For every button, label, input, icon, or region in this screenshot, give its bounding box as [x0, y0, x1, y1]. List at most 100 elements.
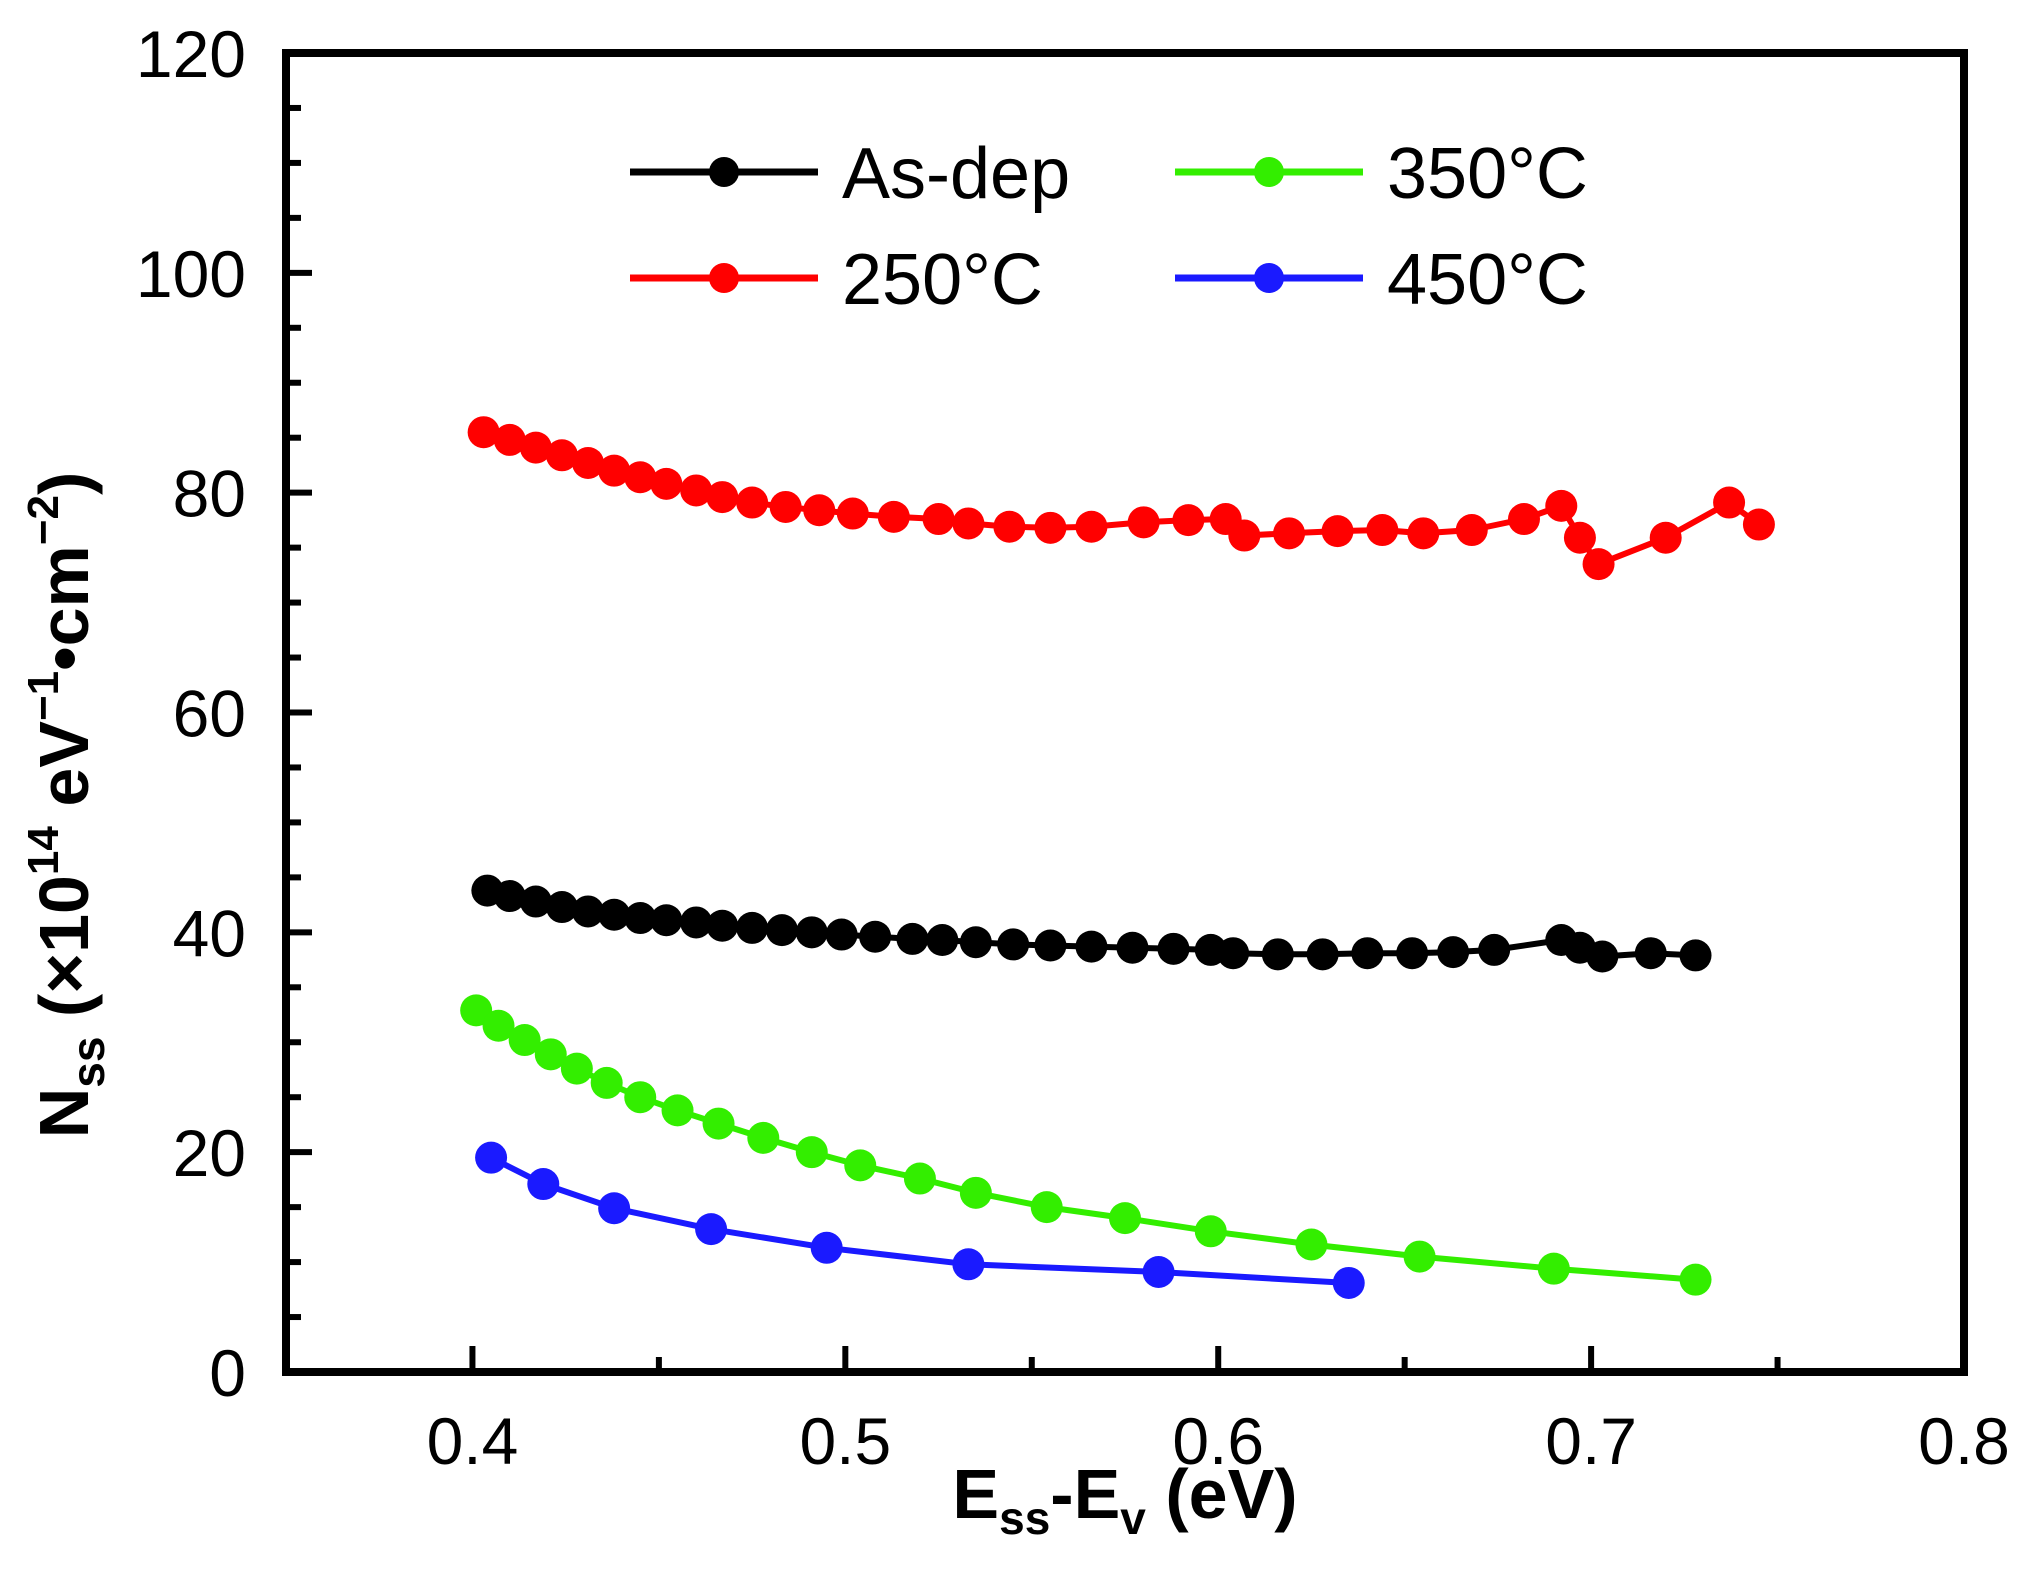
data-point: [1075, 510, 1108, 543]
data-point: [508, 1024, 541, 1057]
data-point: [795, 1136, 828, 1169]
data-point: [922, 503, 955, 536]
y-tick-label: 60: [173, 677, 246, 751]
data-point: [1396, 937, 1429, 970]
x-tick-label: 0.7: [1545, 1404, 1637, 1478]
data-point: [624, 902, 657, 935]
data-point: [1034, 929, 1067, 962]
x-axis-title: Ess-Ev (eV): [952, 1455, 1297, 1544]
data-point: [1507, 503, 1540, 536]
data-point: [1586, 940, 1619, 973]
y-tick-label: 40: [173, 896, 246, 970]
data-point: [560, 1052, 593, 1085]
data-point: [997, 928, 1030, 961]
data-point: [825, 918, 858, 951]
data-point: [1351, 937, 1384, 970]
y-tick-label: 80: [173, 457, 246, 531]
data-point: [1116, 931, 1149, 964]
data-point: [1407, 517, 1440, 550]
data-series: [460, 416, 1775, 1299]
data-point: [493, 880, 526, 913]
legend-marker-450c: [1254, 263, 1284, 293]
data-point: [1563, 521, 1596, 554]
data-point: [836, 497, 869, 530]
data-point: [1172, 504, 1205, 537]
data-point: [1109, 1202, 1141, 1235]
data-point: [572, 446, 605, 479]
x-tick-label: 0.4: [427, 1404, 519, 1478]
data-point: [519, 885, 552, 918]
x-tick-label: 0.6: [1172, 1404, 1264, 1478]
series-1: [467, 416, 1775, 581]
legend-marker-250c: [709, 263, 739, 293]
data-point: [1332, 1266, 1365, 1299]
data-point: [661, 1094, 694, 1127]
data-point: [460, 994, 493, 1027]
data-point: [959, 1176, 992, 1209]
data-point: [1217, 937, 1250, 970]
data-point: [993, 510, 1026, 543]
data-point: [1273, 517, 1306, 550]
data-point: [650, 904, 683, 937]
y-tick-label: 120: [136, 17, 246, 91]
data-point: [527, 1168, 560, 1201]
data-point: [952, 1248, 985, 1281]
data-point: [706, 481, 739, 514]
data-point: [493, 423, 526, 456]
data-point: [519, 431, 552, 464]
data-point: [1713, 486, 1746, 519]
data-point: [545, 439, 578, 472]
legend-label-350c: 350°C: [1387, 134, 1588, 214]
x-tick-label: 0.8: [1918, 1404, 2010, 1478]
data-point: [1142, 1255, 1175, 1288]
data-point: [598, 898, 631, 931]
legend-label-250c: 250°C: [842, 240, 1043, 320]
y-tick-label: 0: [209, 1336, 246, 1410]
data-point: [1545, 489, 1578, 522]
y-tick-label: 20: [173, 1116, 246, 1190]
data-point: [467, 416, 500, 449]
legend: As-dep 250°C 350°C 450°C: [630, 134, 1588, 320]
data-point: [624, 461, 657, 494]
data-point: [736, 911, 769, 944]
data-point: [1321, 515, 1354, 548]
data-point: [1582, 548, 1615, 581]
legend-item-250c: 250°C: [630, 240, 1043, 320]
y-axis-title: Nss (×1014 eV−1•cm−2): [19, 472, 114, 1139]
data-point: [959, 926, 992, 959]
legend-label-as-dep: As-dep: [842, 134, 1070, 214]
y-tick-label: 100: [136, 237, 246, 311]
data-point: [877, 500, 910, 533]
legend-marker-as-dep: [709, 157, 739, 187]
data-point: [545, 891, 578, 924]
data-point: [1478, 933, 1511, 966]
series-line: [474, 1007, 1696, 1283]
legend-marker-350c: [1254, 157, 1284, 187]
data-point: [903, 1162, 936, 1195]
data-point: [859, 920, 892, 953]
data-point: [769, 490, 802, 523]
data-point: [896, 922, 929, 955]
data-point: [795, 916, 828, 949]
data-point: [736, 486, 769, 519]
data-point: [1295, 1228, 1328, 1261]
legend-label-450c: 450°C: [1387, 240, 1588, 320]
data-point: [1194, 1215, 1227, 1248]
series-2: [460, 994, 1712, 1296]
data-point: [952, 507, 985, 540]
data-point: [590, 1066, 623, 1099]
data-point: [482, 1009, 515, 1042]
axis-tick-labels: 0.4 0.5 0.6 0.7 0.8 0 20 40 60 80 100 120: [136, 17, 2010, 1478]
data-point: [695, 1213, 728, 1246]
data-point: [706, 909, 739, 942]
data-point: [534, 1038, 567, 1071]
data-point: [803, 494, 836, 527]
data-point: [650, 467, 683, 500]
axis-ticks: [286, 104, 1781, 1372]
data-point: [844, 1149, 877, 1182]
data-point: [1403, 1240, 1436, 1273]
data-point: [1034, 511, 1067, 544]
data-point: [1075, 930, 1108, 963]
data-point: [624, 1081, 657, 1114]
